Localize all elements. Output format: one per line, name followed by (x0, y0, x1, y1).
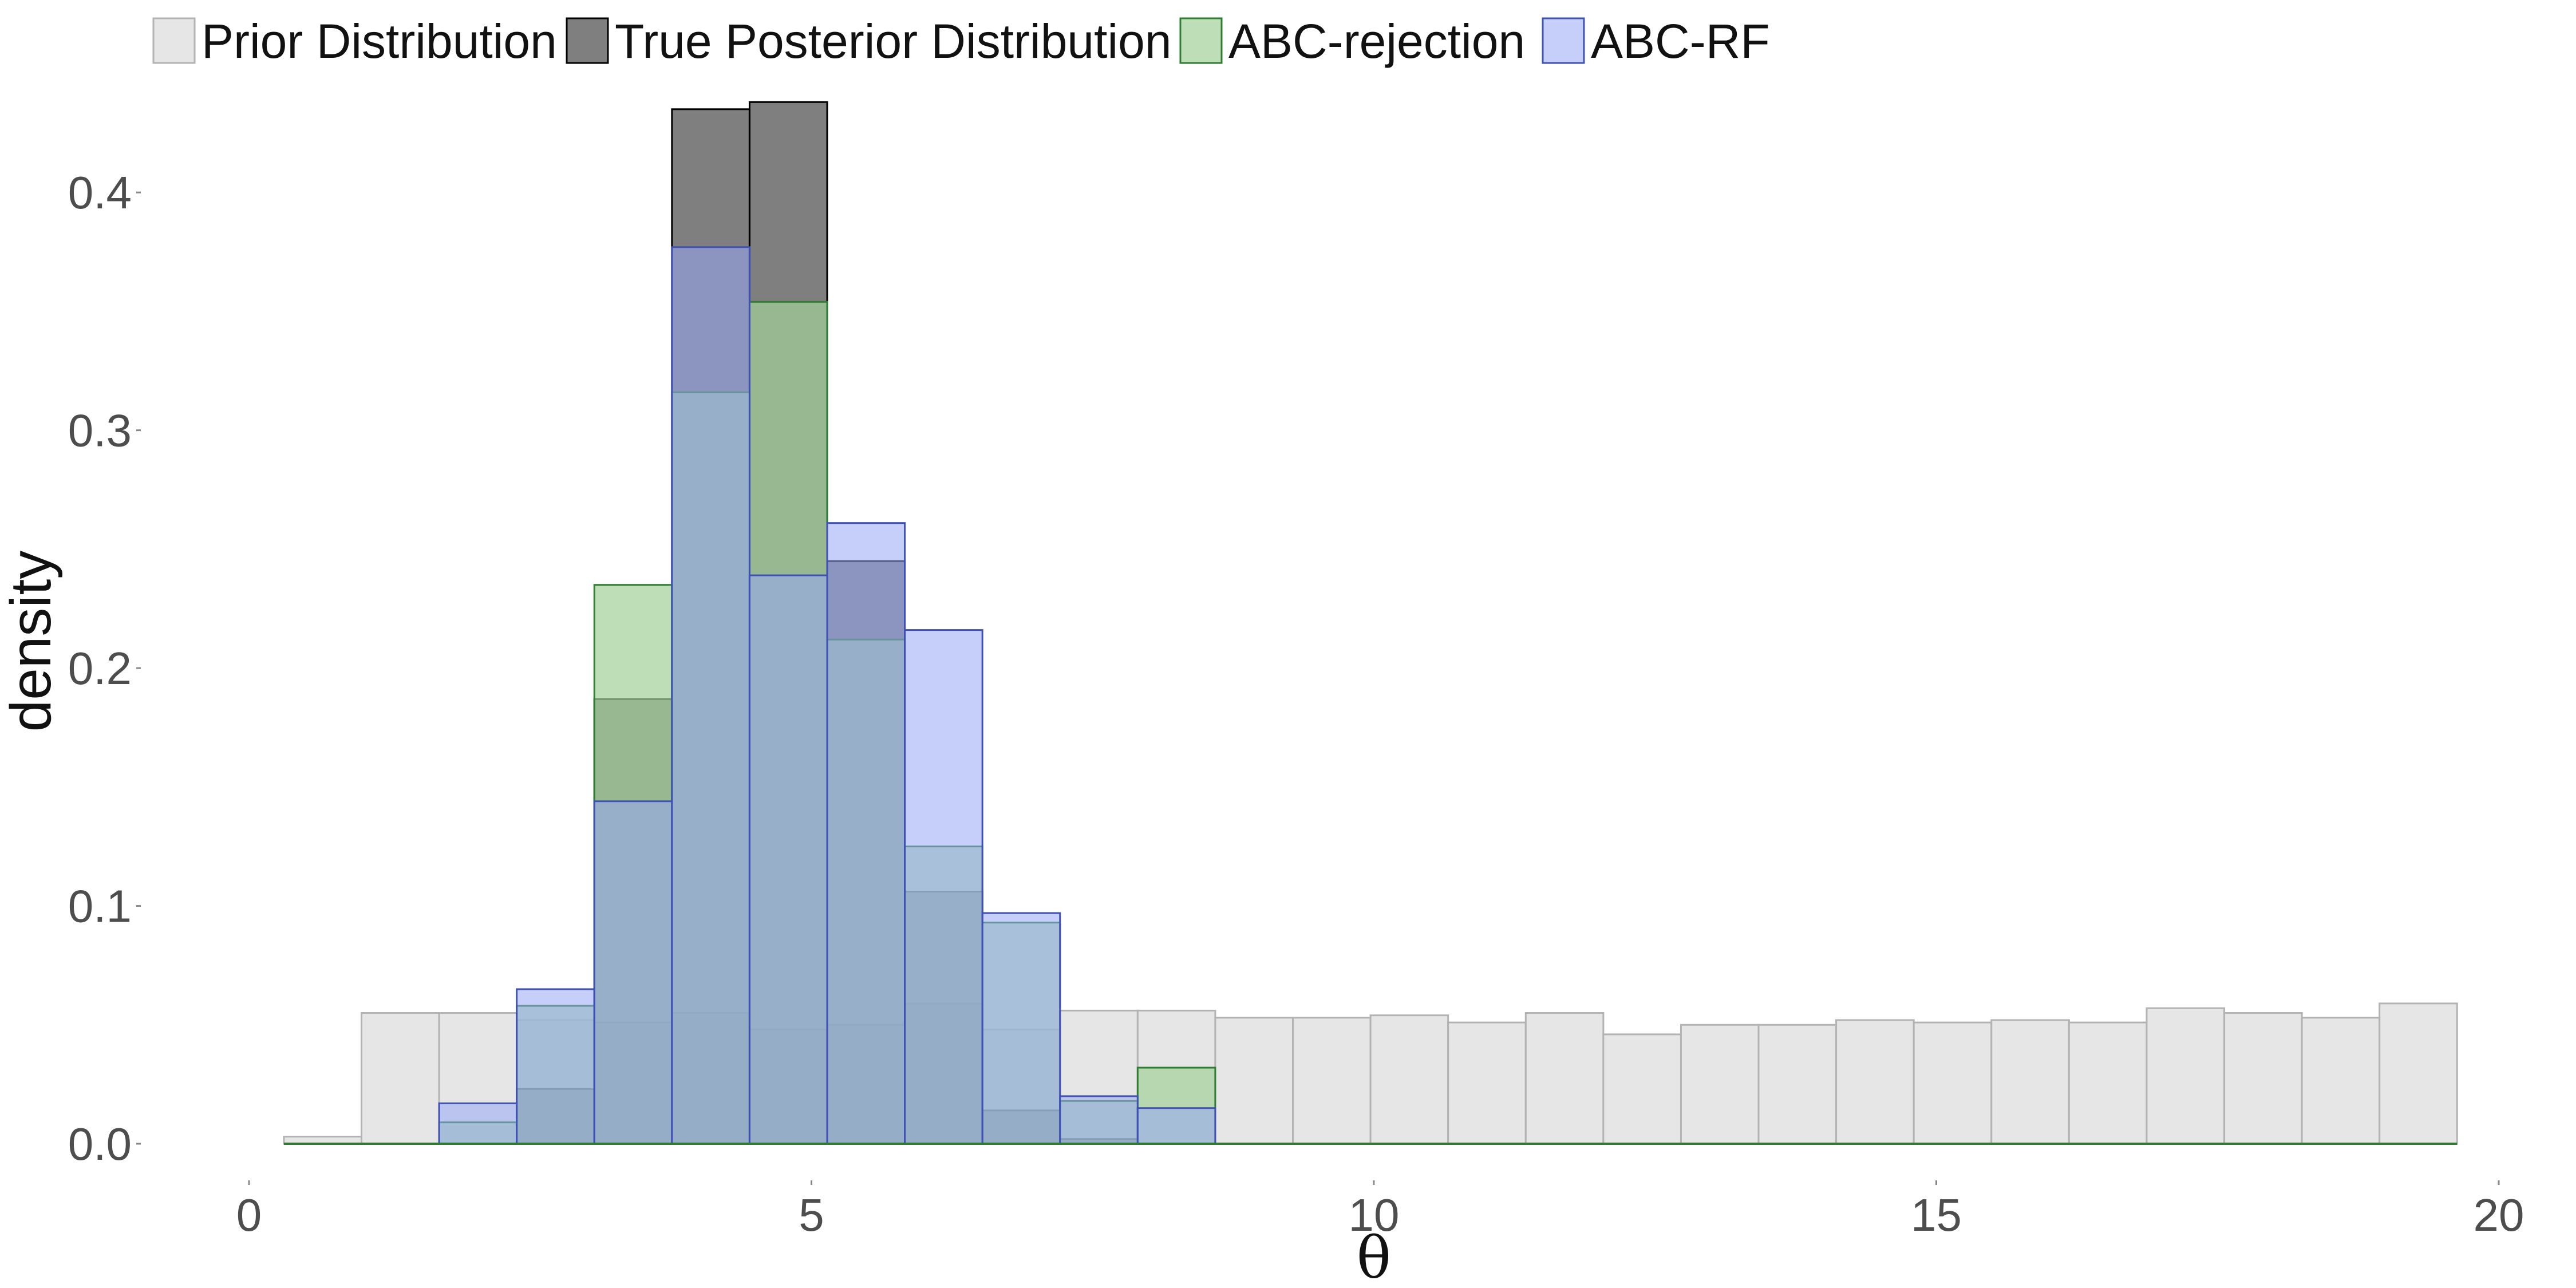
bar (2223, 1012, 2303, 1145)
bar (1757, 1024, 1838, 1145)
x-axis: 0 5 10 15 20 (236, 1180, 2524, 1240)
legend-item: Prior Distribution (152, 14, 557, 68)
y-tick-label: 0.3 (68, 405, 132, 456)
bar (438, 1102, 518, 1145)
legend-label: Prior Distribution (202, 14, 557, 68)
bar (2068, 1021, 2148, 1145)
legend-label: ABC-rejection (1228, 14, 1525, 68)
bar (516, 988, 595, 1145)
bar (1835, 1019, 1915, 1145)
x-tick-label: 10 (1349, 1190, 1400, 1240)
x-tick-label: 20 (2474, 1190, 2524, 1240)
legend-key (1179, 17, 1223, 64)
bar (1602, 1033, 1682, 1145)
legend-label: ABC-RF (1591, 14, 1770, 68)
y-tick-label: 0.0 (68, 1119, 132, 1170)
bar (981, 912, 1061, 1145)
bar (904, 629, 983, 1145)
series-3 (438, 246, 1216, 1145)
legend-item: ABC-rejection (1179, 14, 1525, 68)
bar (748, 574, 828, 1145)
bar (2301, 1017, 2381, 1145)
y-axis-title: density (0, 551, 63, 732)
legend-item: ABC-RF (1542, 14, 1770, 68)
bar (1524, 1012, 1605, 1145)
bar (1447, 1021, 1527, 1145)
bar (826, 522, 906, 1145)
bar (2379, 1002, 2458, 1145)
x-tick-label: 15 (1911, 1190, 1962, 1240)
legend-key (152, 17, 196, 64)
x-axis-title: θ (1357, 1224, 1391, 1288)
bar (1369, 1014, 1449, 1145)
legend-key (1542, 17, 1585, 64)
y-tick-label: 0.1 (68, 881, 132, 932)
legend: Prior Distribution True Posterior Distrib… (152, 14, 1770, 68)
bar (1136, 1107, 1216, 1145)
x-tick-label: 5 (799, 1190, 824, 1240)
bar (2146, 1007, 2226, 1145)
bar (671, 246, 750, 1145)
bar (1990, 1019, 2070, 1145)
legend-key (566, 17, 609, 64)
bar (593, 800, 673, 1145)
legend-item: True Posterior Distribution (566, 14, 1172, 68)
bar (1292, 1017, 1372, 1145)
bar (1214, 1017, 1294, 1145)
x-tick-label: 0 (236, 1190, 262, 1240)
bar (1913, 1021, 1993, 1145)
y-axis: 0.0 0.1 0.2 0.3 0.4 (68, 167, 141, 1170)
plot-area (283, 101, 2458, 1145)
legend-label: True Posterior Distribution (615, 14, 1172, 68)
y-tick-label: 0.2 (68, 643, 132, 694)
bar (361, 1012, 440, 1145)
bar (1059, 1095, 1139, 1145)
y-tick-label: 0.4 (68, 167, 132, 218)
bar (1680, 1024, 1760, 1145)
